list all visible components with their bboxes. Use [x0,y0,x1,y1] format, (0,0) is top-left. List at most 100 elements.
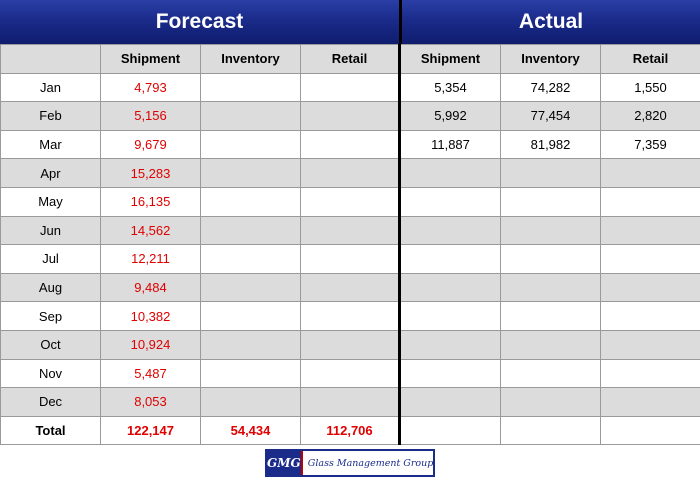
forecast-shipment-cell: 9,679 [100,129,201,160]
column-header-forecast-retail: Retail [300,44,400,74]
actual-retail-cell [600,272,700,303]
total-actual-retail [600,415,700,446]
total-actual-inventory [500,415,601,446]
table-row: Oct 10,924 [0,329,700,360]
table-row: Nov 5,487 [0,358,700,389]
month-cell: Apr [0,158,101,188]
forecast-shipment-cell: 10,382 [100,301,201,331]
actual-inventory-cell: 77,454 [500,101,601,131]
actual-shipment-cell [398,387,501,417]
forecast-retail-cell [300,358,400,389]
actual-inventory-cell [500,158,601,188]
table-row: Dec 8,053 [0,387,700,417]
month-cell: Feb [0,101,101,131]
column-header-actual-retail: Retail [600,44,700,74]
actual-shipment-cell: 5,354 [398,72,501,103]
forecast-inventory-cell [200,129,301,160]
forecast-shipment-cell: 5,487 [100,358,201,389]
forecast-retail-cell [300,101,400,131]
actual-shipment-cell [398,158,501,188]
forecast-inventory-cell [200,329,301,360]
actual-shipment-cell [398,272,501,303]
forecast-inventory-cell [200,186,301,217]
forecast-inventory-cell [200,158,301,188]
forecast-inventory-cell [200,215,301,246]
table-row: Mar 9,679 11,887 81,982 7,359 [0,129,700,160]
actual-retail-cell [600,215,700,246]
month-cell: Oct [0,329,101,360]
actual-inventory-cell: 74,282 [500,72,601,103]
forecast-shipment-cell: 5,156 [100,101,201,131]
total-actual-shipment [398,415,501,446]
actual-inventory-cell [500,329,601,360]
forecast-retail-cell [300,72,400,103]
forecast-retail-cell [300,215,400,246]
actual-header: Actual [402,0,700,44]
actual-inventory-cell [500,272,601,303]
total-label: Total [0,415,101,446]
forecast-inventory-cell [200,72,301,103]
actual-inventory-cell [500,186,601,217]
actual-inventory-cell: 81,982 [500,129,601,160]
total-forecast-inventory: 54,434 [200,415,301,446]
forecast-retail-cell [300,158,400,188]
month-cell: Nov [0,358,101,389]
forecast-actual-sheet: Forecast Actual Shipment Inventory Retai… [0,0,700,446]
actual-retail-cell [600,329,700,360]
column-header-blank [0,44,101,74]
month-cell: May [0,186,101,217]
total-row: Total 122,147 54,434 112,706 [0,415,700,446]
actual-shipment-cell: 5,992 [398,101,501,131]
forecast-inventory-cell [200,101,301,131]
actual-retail-cell: 1,550 [600,72,700,103]
column-header-forecast-inventory: Inventory [200,44,301,74]
actual-inventory-cell [500,301,601,331]
table-row: Jan 4,793 5,354 74,282 1,550 [0,72,700,103]
actual-retail-cell: 2,820 [600,101,700,131]
forecast-shipment-cell: 8,053 [100,387,201,417]
data-table: Shipment Inventory Retail Shipment Inven… [0,44,700,446]
header-band: Forecast Actual [0,0,700,44]
table-row: Sep 10,382 [0,301,700,331]
actual-inventory-cell [500,215,601,246]
table-row: Aug 9,484 [0,272,700,303]
total-forecast-shipment: 122,147 [100,415,201,446]
month-cell: Dec [0,387,101,417]
actual-retail-cell [600,158,700,188]
total-forecast-retail: 112,706 [300,415,400,446]
actual-retail-cell [600,301,700,331]
forecast-inventory-cell [200,301,301,331]
forecast-inventory-cell [200,272,301,303]
table-row: Jul 12,211 [0,244,700,274]
gmg-logo-mark-text: GMG [267,456,301,470]
actual-inventory-cell [500,358,601,389]
month-cell: Jan [0,72,101,103]
month-cell: Jun [0,215,101,246]
gmg-logo-mark: GMG [267,451,303,475]
forecast-inventory-cell [200,387,301,417]
actual-retail-cell [600,244,700,274]
forecast-shipment-cell: 12,211 [100,244,201,274]
actual-shipment-cell [398,329,501,360]
forecast-retail-cell [300,387,400,417]
actual-shipment-cell [398,215,501,246]
column-header-row: Shipment Inventory Retail Shipment Inven… [0,44,700,74]
actual-shipment-cell [398,358,501,389]
table-row: Apr 15,283 [0,158,700,188]
actual-shipment-cell [398,301,501,331]
forecast-header: Forecast [0,0,399,44]
forecast-retail-cell [300,129,400,160]
forecast-inventory-cell [200,358,301,389]
forecast-retail-cell [300,244,400,274]
column-header-actual-inventory: Inventory [500,44,601,74]
actual-shipment-cell: 11,887 [398,129,501,160]
month-cell: Jul [0,244,101,274]
actual-retail-cell [600,387,700,417]
actual-inventory-cell [500,387,601,417]
forecast-shipment-cell: 15,283 [100,158,201,188]
month-cell: Mar [0,129,101,160]
gmg-logo-name: Glass Management Group [307,457,434,469]
forecast-shipment-cell: 4,793 [100,72,201,103]
forecast-retail-cell [300,272,400,303]
forecast-retail-cell [300,301,400,331]
